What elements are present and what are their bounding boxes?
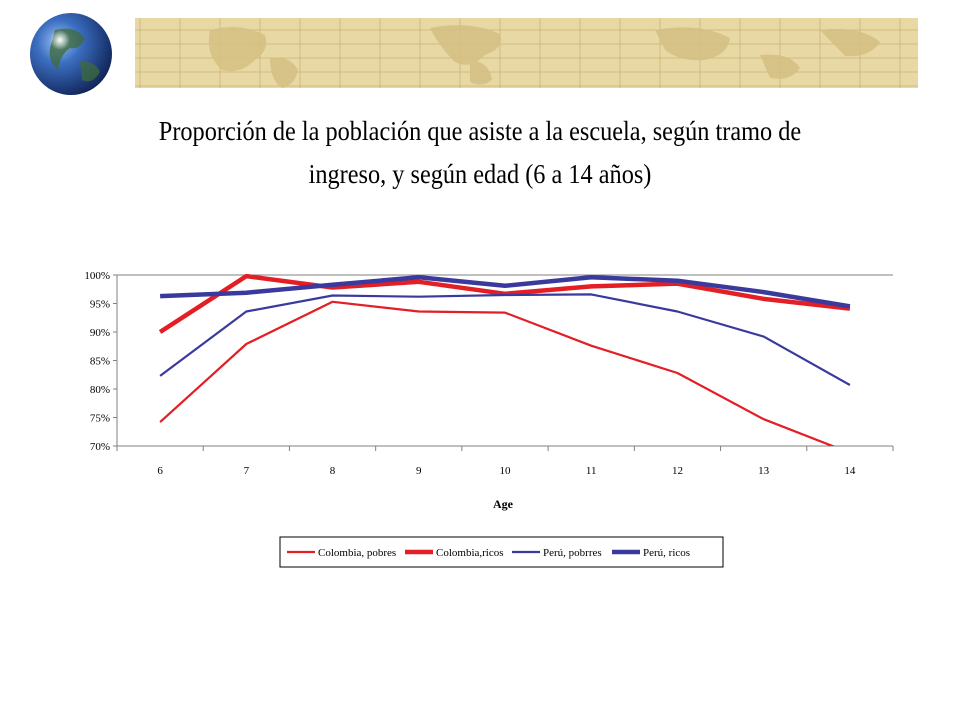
series-line-4 <box>160 275 851 309</box>
y-tick-label: 100% <box>84 270 110 282</box>
series-line-2 <box>158 273 851 334</box>
x-tick-label: 9 <box>416 465 422 477</box>
y-tick-label: 75% <box>90 413 110 425</box>
legend-label: Perú, ricos <box>643 547 690 559</box>
x-tick-label: 6 <box>157 465 163 477</box>
slide-title-line-1: Proporción de la población que asiste a … <box>158 116 802 146</box>
x-tick-label: 10 <box>500 465 512 477</box>
y-tick-label: 90% <box>90 327 110 339</box>
map-continents <box>208 25 880 88</box>
slide-title-line-2: ingreso, y según edad (6 a 14 años) <box>308 159 652 189</box>
series-line-3 <box>159 293 851 386</box>
chart-legend: Colombia, pobres Colombia,ricos Perú, pobr… <box>279 536 724 568</box>
legend-box <box>279 536 724 568</box>
series-line-1 <box>159 300 836 446</box>
legend-label: Perú, pobrres <box>543 547 602 559</box>
x-tick-label: 11 <box>586 465 597 477</box>
x-tick-label: 14 <box>844 465 856 477</box>
x-tick-label: 12 <box>672 465 683 477</box>
legend-label: Colombia, pobres <box>318 547 396 559</box>
x-tick-label: 13 <box>758 465 770 477</box>
x-tick-label: 7 <box>244 465 250 477</box>
header-banner <box>0 0 918 110</box>
x-axis-title: Age <box>493 497 514 511</box>
y-tick-label: 85% <box>90 356 110 368</box>
y-tick-label: 80% <box>90 384 110 396</box>
globe-highlight <box>50 30 70 50</box>
legend-label: Colombia,ricos <box>436 547 504 559</box>
slide-title: Proporción de la población que asiste a … <box>156 110 804 196</box>
x-tick-label: 8 <box>330 465 336 477</box>
y-tick-label: 70% <box>90 441 110 453</box>
y-tick-label: 95% <box>90 299 110 311</box>
